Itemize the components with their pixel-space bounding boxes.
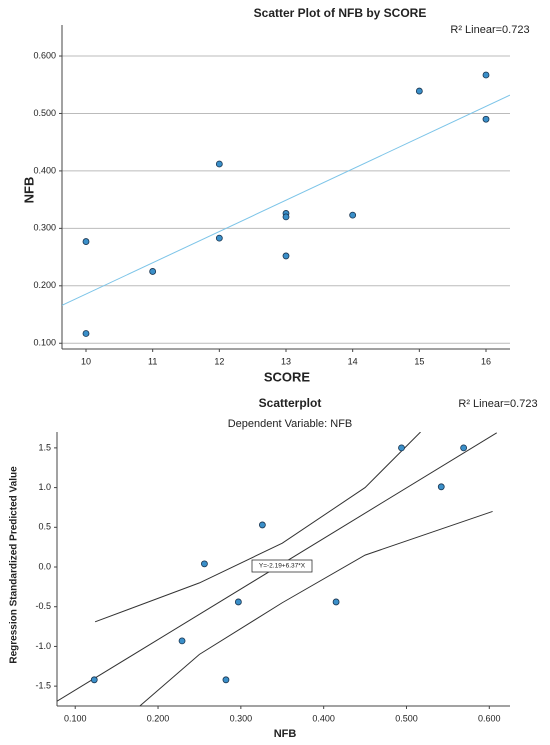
y-tick-label: 0.400	[33, 165, 56, 175]
chart-title: Scatter Plot of NFB by SCORE	[254, 6, 427, 20]
point	[437, 483, 445, 491]
y-axis-label: Regression Standardized Predicted Value	[9, 466, 20, 664]
x-tick-label: 0.500	[395, 713, 418, 723]
y-tick-label: 0.0	[38, 561, 51, 571]
point	[201, 560, 208, 568]
point	[282, 252, 290, 260]
y-tick-label: 0.500	[33, 108, 56, 118]
x-tick-label: 0.200	[147, 713, 170, 723]
x-tick-label: 15	[414, 356, 424, 366]
point	[82, 330, 90, 337]
point	[222, 676, 230, 684]
point	[149, 268, 157, 275]
x-tick-label: 0.100	[64, 713, 87, 723]
point	[178, 637, 186, 645]
y-tick-label: 0.300	[33, 223, 56, 233]
point	[215, 234, 223, 242]
equation-label: Y=-2.19+6.37*X	[259, 563, 306, 570]
x-tick-label: 0.400	[312, 713, 335, 723]
point	[398, 444, 405, 452]
y-tick-label: 0.100	[33, 338, 56, 348]
y-tick-label: -0.5	[35, 601, 51, 611]
y-tick-label: -1.5	[35, 681, 51, 691]
point	[234, 598, 242, 606]
y-tick-label: 0.5	[38, 522, 51, 532]
point	[415, 87, 423, 95]
point	[258, 521, 266, 529]
x-tick-label: 10	[81, 356, 91, 366]
fit-line	[62, 94, 510, 306]
ci-lower	[139, 510, 493, 706]
point	[482, 115, 490, 123]
point	[332, 598, 340, 606]
point	[482, 71, 490, 79]
x-axis-label: SCORE	[264, 369, 311, 384]
y-tick-label: 1.0	[38, 482, 51, 492]
x-tick-label: 13	[281, 356, 291, 366]
x-tick-label: 16	[481, 356, 491, 366]
x-tick-label: 12	[214, 356, 224, 366]
r2-annotation: R² Linear=0.723	[450, 24, 529, 36]
ci-upper	[94, 432, 421, 623]
r2-annotation: R² Linear=0.723	[458, 398, 537, 410]
x-tick-label: 0.600	[478, 713, 501, 723]
y-tick-label: 0.600	[33, 50, 56, 60]
y-tick-label: 0.200	[33, 280, 56, 290]
x-tick-label: 14	[348, 356, 358, 366]
point	[460, 444, 468, 452]
chart-title: Scatterplot	[259, 396, 322, 410]
x-tick-label: 11	[148, 356, 157, 366]
x-axis-label: NFB	[274, 728, 297, 740]
point	[82, 238, 90, 245]
chart-subtitle: Dependent Variable: NFB	[228, 418, 353, 430]
point	[215, 160, 223, 168]
y-tick-label: -1.0	[35, 641, 51, 651]
point	[90, 676, 98, 684]
y-axis-label: NFB	[21, 177, 36, 204]
equation-box	[251, 559, 313, 573]
x-tick-label: 0.300	[230, 713, 253, 723]
point	[349, 211, 357, 219]
y-tick-label: 1.5	[38, 442, 51, 452]
point	[282, 213, 290, 221]
